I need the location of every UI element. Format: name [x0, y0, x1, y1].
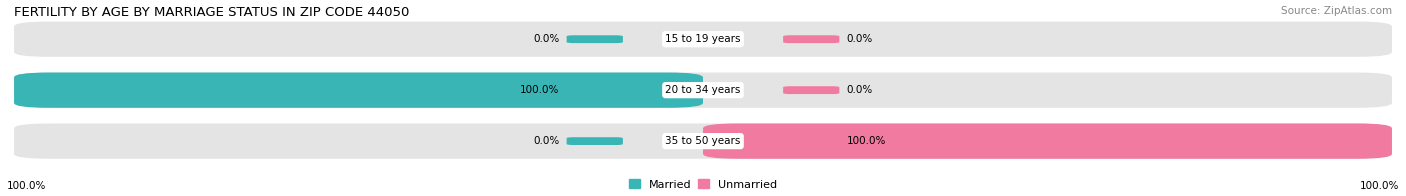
- Text: 100.0%: 100.0%: [7, 181, 46, 191]
- Legend: Married, Unmarried: Married, Unmarried: [624, 175, 782, 194]
- FancyBboxPatch shape: [14, 73, 1392, 108]
- Text: 100.0%: 100.0%: [846, 136, 886, 146]
- FancyBboxPatch shape: [567, 35, 623, 43]
- Text: 0.0%: 0.0%: [846, 34, 873, 44]
- Text: FERTILITY BY AGE BY MARRIAGE STATUS IN ZIP CODE 44050: FERTILITY BY AGE BY MARRIAGE STATUS IN Z…: [14, 6, 409, 19]
- Text: 100.0%: 100.0%: [1360, 181, 1399, 191]
- Text: Source: ZipAtlas.com: Source: ZipAtlas.com: [1281, 6, 1392, 16]
- FancyBboxPatch shape: [783, 137, 839, 145]
- Text: 0.0%: 0.0%: [533, 34, 560, 44]
- FancyBboxPatch shape: [703, 123, 1392, 159]
- FancyBboxPatch shape: [783, 35, 839, 43]
- Text: 35 to 50 years: 35 to 50 years: [665, 136, 741, 146]
- Text: 20 to 34 years: 20 to 34 years: [665, 85, 741, 95]
- FancyBboxPatch shape: [14, 123, 1392, 159]
- FancyBboxPatch shape: [14, 22, 1392, 57]
- Text: 15 to 19 years: 15 to 19 years: [665, 34, 741, 44]
- FancyBboxPatch shape: [14, 73, 703, 108]
- FancyBboxPatch shape: [783, 86, 839, 94]
- Text: 100.0%: 100.0%: [520, 85, 560, 95]
- Text: 0.0%: 0.0%: [846, 85, 873, 95]
- Text: 0.0%: 0.0%: [533, 136, 560, 146]
- FancyBboxPatch shape: [567, 86, 623, 94]
- FancyBboxPatch shape: [567, 137, 623, 145]
